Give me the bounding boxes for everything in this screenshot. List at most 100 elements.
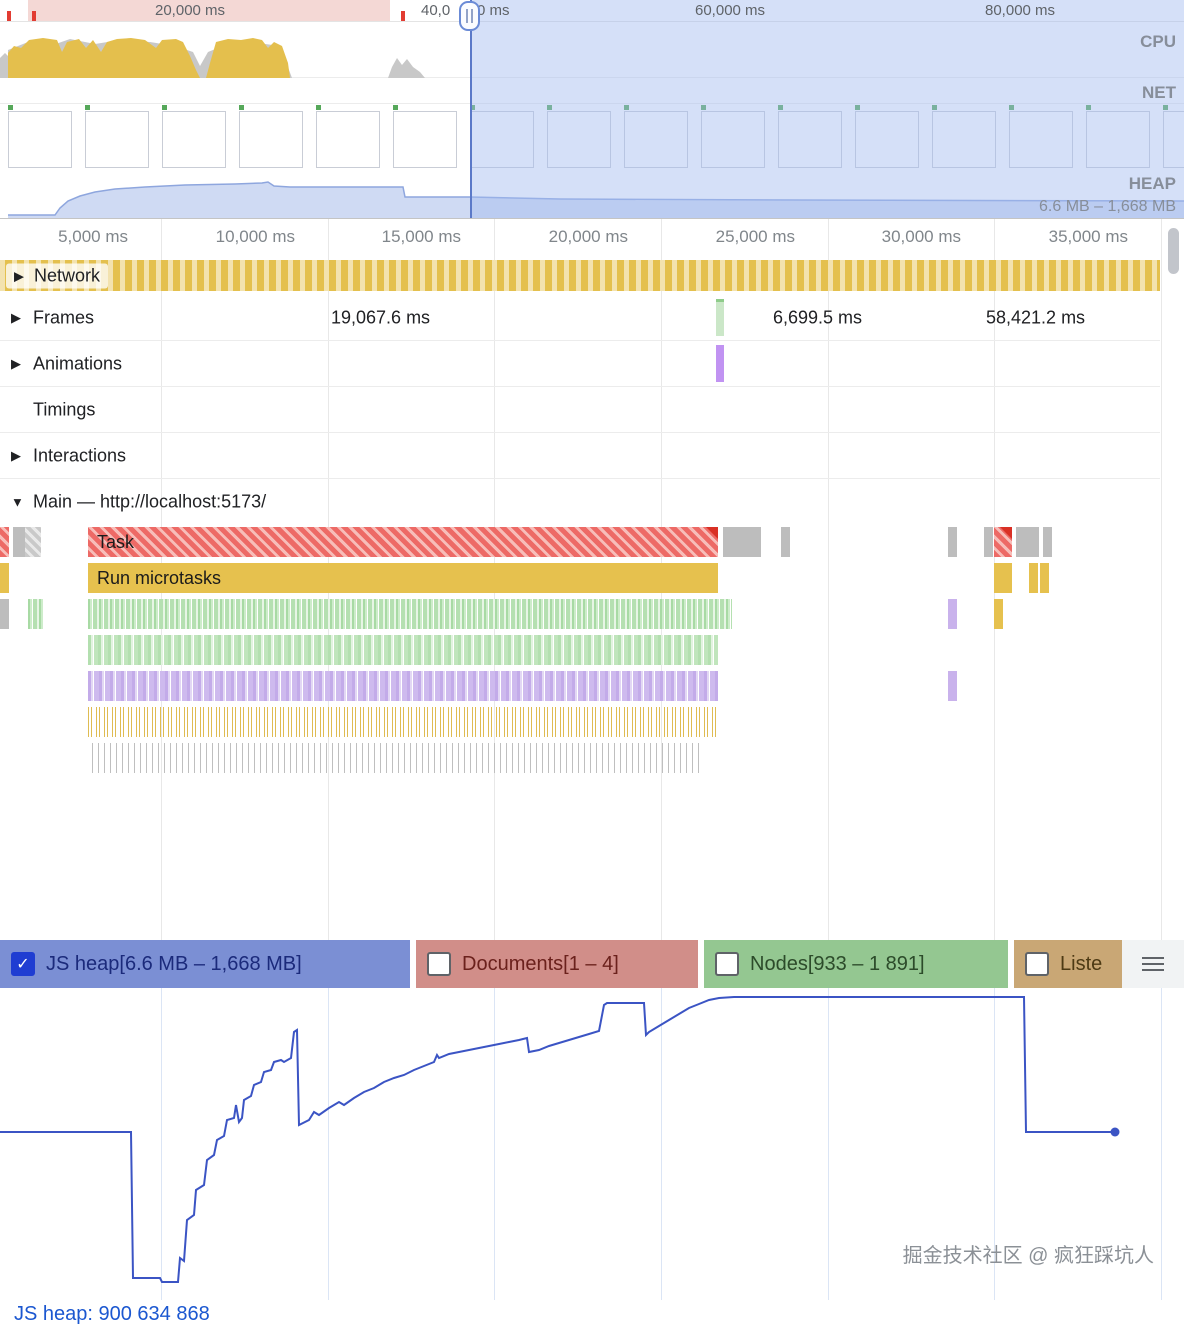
- screenshot-frame[interactable]: [1009, 111, 1073, 168]
- screenshot-frame[interactable]: [1086, 111, 1150, 168]
- frame-marker-dot: [778, 105, 783, 110]
- flame-bar[interactable]: [1029, 563, 1038, 593]
- menu-icon: [1142, 963, 1164, 965]
- screenshot-frame[interactable]: [778, 111, 842, 168]
- frame-marker-dot: [162, 105, 167, 110]
- counter-label: Documents[1 – 4]: [462, 952, 619, 975]
- track-network[interactable]: Network: [0, 257, 1160, 295]
- gridline: [994, 988, 995, 1300]
- track-animations[interactable]: Animations: [0, 341, 1160, 387]
- track-main-thread[interactable]: Main — http://localhost:5173/: [0, 479, 1160, 525]
- flame-bar[interactable]: [723, 527, 732, 557]
- vertical-scrollbar-thumb[interactable]: [1168, 228, 1179, 274]
- flame-bar[interactable]: [0, 599, 9, 629]
- main-flame-chart[interactable]: Task Run microtasks: [0, 525, 1160, 940]
- flame-bar[interactable]: [994, 563, 1012, 593]
- gridline: [494, 988, 495, 1300]
- track-timings[interactable]: Timings: [0, 387, 1160, 433]
- flame-bar[interactable]: [984, 527, 993, 557]
- flame-bar[interactable]: [781, 527, 790, 557]
- overview-selection[interactable]: [470, 0, 1184, 218]
- frame-marker[interactable]: [716, 299, 724, 336]
- screenshot-frame[interactable]: [239, 111, 303, 168]
- chevron-right-icon[interactable]: [11, 448, 21, 464]
- counter-checkbox[interactable]: ✓: [11, 952, 35, 976]
- chevron-right-icon[interactable]: [11, 356, 21, 372]
- counter-label: Nodes[933 – 1 891]: [750, 952, 925, 975]
- flame-bar[interactable]: [948, 599, 957, 629]
- screenshot-frame[interactable]: [316, 111, 380, 168]
- chevron-down-icon[interactable]: [11, 495, 24, 510]
- flame-bar[interactable]: [28, 599, 44, 629]
- flame-bar[interactable]: [19, 527, 28, 557]
- flame-bar[interactable]: [1043, 527, 1052, 557]
- counter-checkbox[interactable]: [427, 952, 451, 976]
- flame-bar[interactable]: [1022, 527, 1031, 557]
- flame-bar-task[interactable]: Task: [88, 527, 718, 557]
- frame-marker-dot: [239, 105, 244, 110]
- flame-bar[interactable]: [948, 527, 957, 557]
- flame-bar[interactable]: [994, 599, 1003, 629]
- track-frames[interactable]: Frames 19,067.6 ms 6,699.5 ms 58,421.2 ms: [0, 295, 1160, 341]
- flame-bar[interactable]: [744, 527, 753, 557]
- flame-bar[interactable]: [729, 527, 738, 557]
- timeline-panel: 5,000 ms 10,000 ms 15,000 ms 20,000 ms 25,00…: [0, 219, 1184, 940]
- counter-checkbox[interactable]: [1025, 952, 1049, 976]
- flame-bar[interactable]: [1016, 527, 1025, 557]
- flame-bar[interactable]: [752, 527, 761, 557]
- counter-toggle-2[interactable]: Nodes[933 – 1 891]: [704, 940, 1008, 988]
- timeline-overview[interactable]: 20,000 ms 40,0 0 ms 60,000 ms 80,000 ms CPU …: [0, 0, 1184, 219]
- screenshot-frame[interactable]: [855, 111, 919, 168]
- overview-net-track: [0, 78, 1184, 104]
- chevron-right-icon[interactable]: [11, 310, 21, 326]
- timings-track-label: Timings: [33, 399, 96, 419]
- flame-bar[interactable]: [948, 671, 957, 701]
- flame-bar[interactable]: [1040, 563, 1049, 593]
- gridline: [1161, 219, 1162, 940]
- flame-bar[interactable]: [737, 527, 746, 557]
- screenshot-frame[interactable]: [393, 111, 457, 168]
- flame-bar[interactable]: [0, 527, 9, 557]
- screenshot-frame[interactable]: [547, 111, 611, 168]
- animation-marker[interactable]: [716, 345, 724, 382]
- flame-bar-microtasks[interactable]: Run microtasks: [88, 563, 718, 593]
- flame-bar[interactable]: [88, 635, 718, 665]
- flame-bar[interactable]: [994, 527, 1012, 557]
- frames-track-label: Frames: [33, 307, 95, 327]
- gridline: [828, 219, 829, 940]
- chevron-right-icon[interactable]: [14, 268, 24, 284]
- counter-checkbox[interactable]: [715, 952, 739, 976]
- overview-ruler-label: 60,000 ms: [695, 2, 766, 19]
- ruler-tick-label: 35,000 ms: [1048, 227, 1128, 246]
- screenshot-frame[interactable]: [701, 111, 765, 168]
- flame-bar[interactable]: [88, 599, 732, 629]
- screenshot-frame[interactable]: [85, 111, 149, 168]
- flame-bar[interactable]: [92, 743, 700, 773]
- screenshot-frame[interactable]: [8, 111, 72, 168]
- screenshot-frame[interactable]: [932, 111, 996, 168]
- menu-icon: [1142, 957, 1164, 959]
- network-activity-bar[interactable]: [0, 260, 1160, 291]
- screenshot-frame[interactable]: [162, 111, 226, 168]
- overview-filmstrip: [0, 104, 1184, 170]
- counter-toggle-1[interactable]: Documents[1 – 4]: [416, 940, 698, 988]
- selection-left-handle[interactable]: [459, 1, 480, 31]
- frame-marker-dot: [1009, 105, 1014, 110]
- flame-bar[interactable]: [25, 527, 41, 557]
- frame-marker-dot: [8, 105, 13, 110]
- track-interactions[interactable]: Interactions: [0, 433, 1160, 479]
- counters-menu-button[interactable]: [1122, 940, 1184, 988]
- counter-toggle-3[interactable]: Liste: [1014, 940, 1122, 988]
- screenshot-frame[interactable]: [1163, 111, 1184, 168]
- flame-bar[interactable]: [88, 671, 718, 701]
- frame-marker-dot: [624, 105, 629, 110]
- flame-bar[interactable]: [0, 563, 9, 593]
- flame-bar[interactable]: [88, 707, 718, 737]
- overview-ruler-label: 20,000 ms: [155, 2, 226, 19]
- counter-toggle-0[interactable]: ✓ JS heap[6.6 MB – 1,668 MB]: [0, 940, 410, 988]
- flame-bar[interactable]: [13, 527, 22, 557]
- screenshot-frame[interactable]: [624, 111, 688, 168]
- network-track-label[interactable]: Network: [6, 263, 109, 289]
- flame-bar[interactable]: [1029, 527, 1039, 557]
- memory-chart[interactable]: 掘金技术社区 @ 疯狂踩坑人: [0, 988, 1184, 1300]
